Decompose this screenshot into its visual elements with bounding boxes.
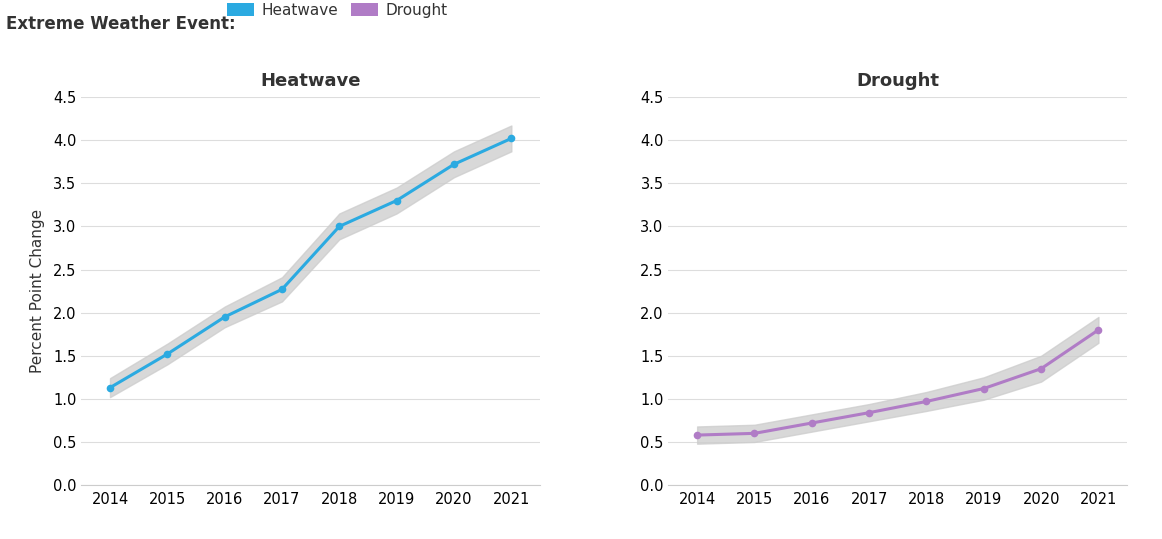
Title: Heatwave: Heatwave bbox=[260, 72, 361, 90]
Y-axis label: Percent Point Change: Percent Point Change bbox=[30, 209, 44, 373]
Text: Extreme Weather Event:: Extreme Weather Event: bbox=[6, 15, 236, 33]
Legend: Heatwave, Drought: Heatwave, Drought bbox=[227, 3, 449, 18]
Title: Drought: Drought bbox=[856, 72, 939, 90]
